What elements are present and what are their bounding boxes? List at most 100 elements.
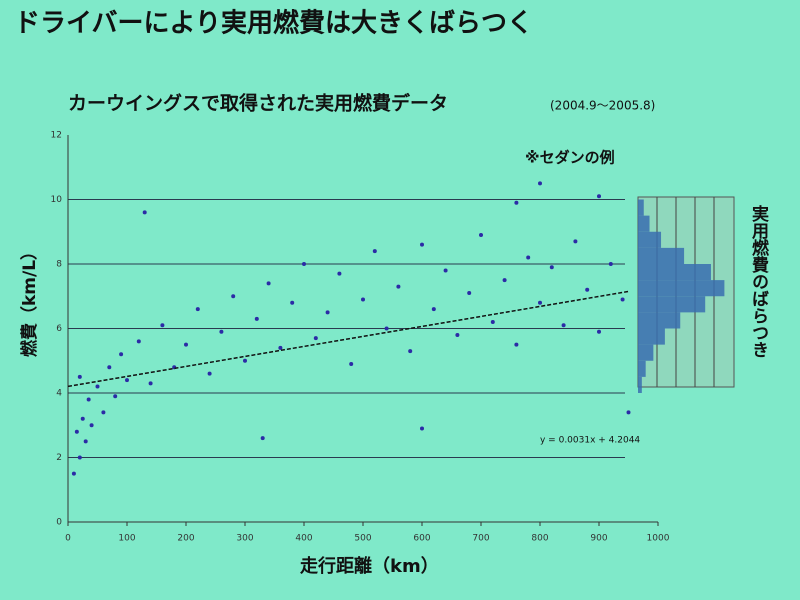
y-tick-label: 12 <box>51 131 62 141</box>
point <box>455 332 460 337</box>
point <box>160 323 165 328</box>
point <box>89 423 94 428</box>
x-tick-label: 700 <box>472 534 489 544</box>
point <box>538 300 542 305</box>
point <box>337 271 342 276</box>
point <box>254 316 259 321</box>
histogram-bar <box>638 376 642 393</box>
point <box>219 329 224 334</box>
histogram-bar <box>638 296 706 313</box>
point <box>231 294 236 299</box>
point <box>302 262 306 266</box>
point <box>514 342 519 347</box>
x-tick-label: 200 <box>177 534 194 544</box>
point <box>119 352 124 357</box>
point <box>83 439 88 444</box>
point <box>71 471 76 476</box>
point <box>113 394 118 399</box>
point <box>549 265 554 270</box>
point <box>266 281 271 286</box>
y-tick-label: 10 <box>51 195 63 205</box>
trend-line <box>67 290 629 388</box>
chart-note: ※セダンの例 <box>525 149 615 167</box>
point <box>101 410 106 415</box>
point <box>561 323 566 328</box>
point <box>626 410 631 415</box>
point <box>136 339 141 344</box>
x-tick-label: 900 <box>590 534 607 544</box>
histogram-bar <box>638 231 662 248</box>
point <box>467 291 472 296</box>
point <box>107 365 112 370</box>
x-tick-label: 400 <box>295 534 312 544</box>
point <box>408 349 413 354</box>
x-tick-label: 0 <box>65 534 71 544</box>
x-tick-label: 600 <box>413 534 430 544</box>
histogram-bar <box>638 280 725 297</box>
point <box>420 426 424 431</box>
chart-period: (2004.9～2005.8) <box>550 99 655 113</box>
slide-title: ドライバーにより実用燃費は大きくばらつく <box>14 9 533 39</box>
point <box>148 381 153 386</box>
point <box>585 287 590 292</box>
point <box>290 300 295 305</box>
point <box>384 326 389 331</box>
histogram-bar <box>638 215 650 232</box>
point <box>77 374 82 379</box>
point <box>184 342 188 347</box>
point <box>620 297 625 302</box>
histogram-bar <box>638 247 685 264</box>
chart-subtitle: カーウイングスで取得された実用燃費データ <box>68 92 448 115</box>
point <box>431 307 436 312</box>
point <box>502 278 507 283</box>
point <box>77 455 82 460</box>
point <box>396 284 401 289</box>
histogram-bar <box>638 264 711 281</box>
point <box>142 210 147 215</box>
point <box>526 255 531 260</box>
point <box>95 384 100 389</box>
point <box>608 262 613 266</box>
point <box>361 297 365 302</box>
point <box>74 429 79 434</box>
point <box>125 378 129 383</box>
point <box>514 200 519 205</box>
y-tick-label: 2 <box>56 453 62 463</box>
point <box>597 194 601 199</box>
point <box>573 239 578 244</box>
point <box>490 320 495 325</box>
y-tick-label: 8 <box>56 260 62 270</box>
x-axis-label: 走行距離（km） <box>300 555 439 577</box>
point <box>349 361 354 366</box>
y-tick-label: 4 <box>56 389 62 399</box>
x-tick-label: 100 <box>118 534 135 544</box>
point <box>325 310 330 315</box>
histogram-bar <box>638 360 646 377</box>
point <box>207 371 212 376</box>
point <box>86 397 91 402</box>
point <box>420 242 424 247</box>
histogram-bar <box>638 328 665 345</box>
point <box>195 307 200 312</box>
point <box>80 416 85 421</box>
x-tick-label: 500 <box>354 534 371 544</box>
histogram-bar <box>638 344 654 361</box>
x-tick-label: 1000 <box>647 534 670 544</box>
histogram-bar <box>638 312 681 329</box>
point <box>313 336 318 341</box>
point <box>443 268 448 273</box>
y-axis-label: 燃費（km/L） <box>19 243 40 357</box>
point <box>243 358 247 363</box>
histogram-title: 実用燃費のばらつき <box>748 204 769 358</box>
point <box>278 345 283 350</box>
point <box>479 232 483 237</box>
x-tick-label: 800 <box>531 534 548 544</box>
y-tick-label: 6 <box>56 324 62 334</box>
point <box>372 249 377 254</box>
point <box>260 436 265 441</box>
x-tick-label: 300 <box>236 534 253 544</box>
histogram-bar <box>638 199 644 216</box>
point <box>538 181 542 186</box>
